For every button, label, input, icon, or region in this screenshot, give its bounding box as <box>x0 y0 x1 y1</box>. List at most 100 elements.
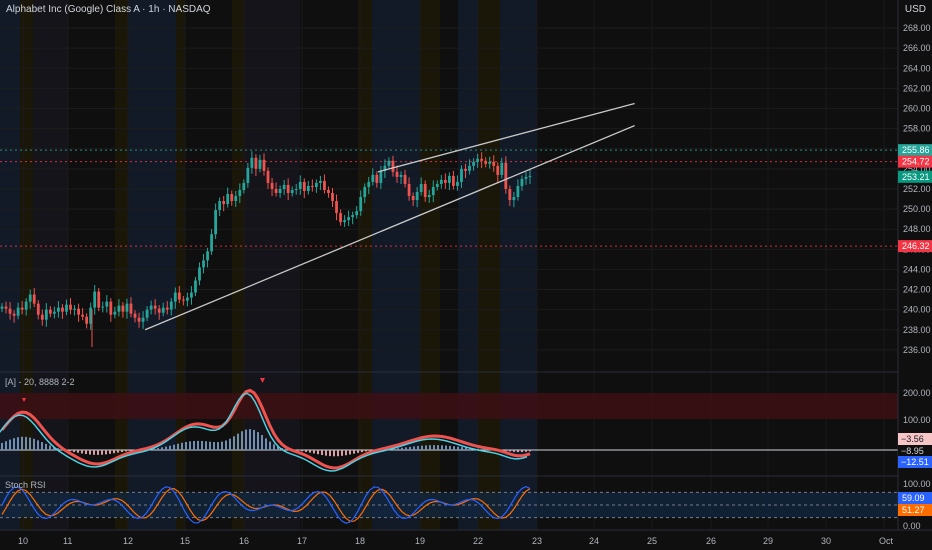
candle-body <box>435 183 439 187</box>
histogram-bar <box>521 450 523 453</box>
candle-body <box>48 309 52 314</box>
histogram-bar <box>509 450 511 452</box>
histogram-bar <box>113 450 115 454</box>
candle-body <box>113 311 117 315</box>
candlesticks <box>0 151 532 347</box>
candle-body <box>439 179 443 184</box>
histogram-bar <box>525 450 527 452</box>
candle-body <box>214 210 218 235</box>
histogram-bar <box>201 440 203 450</box>
histogram-bar <box>305 450 307 452</box>
histogram-bar <box>273 444 275 450</box>
candle-body <box>258 159 262 169</box>
candle-body <box>319 180 322 183</box>
candle-body <box>52 311 56 314</box>
candle-body <box>141 317 145 322</box>
candle-body <box>512 197 516 201</box>
histogram-bar <box>245 429 247 450</box>
candle-body <box>153 305 157 309</box>
time-tick-label: 25 <box>647 536 657 546</box>
stoch-k-line <box>1 486 531 524</box>
histogram-bar <box>317 450 319 455</box>
candle-body <box>411 196 415 201</box>
candle-body <box>173 292 177 302</box>
candle-body <box>186 297 189 301</box>
histogram-bar <box>229 438 231 450</box>
candle-body <box>194 280 197 293</box>
candle-body <box>169 301 173 310</box>
candle-body <box>125 303 129 312</box>
session-band <box>176 0 185 530</box>
time-tick-label: 15 <box>180 536 190 546</box>
candle-body <box>419 183 423 192</box>
indicator-tag-label: −3.56 <box>901 434 924 444</box>
histogram-bar <box>29 437 31 450</box>
candle-body <box>520 178 524 186</box>
candle-body <box>230 194 234 202</box>
candle-body <box>472 161 475 166</box>
candle-body <box>40 314 44 320</box>
candle-body <box>105 301 109 307</box>
histogram-bar <box>417 446 419 450</box>
candle-body <box>12 313 16 316</box>
histogram-bar <box>397 448 399 450</box>
candle-body <box>339 213 342 223</box>
histogram-bar <box>357 450 359 453</box>
candle-body <box>198 267 201 281</box>
histogram-bar <box>121 450 123 452</box>
indicator-tag <box>898 445 932 457</box>
histogram-bar <box>197 440 199 450</box>
stoch-tag-label: 59.09 <box>902 493 925 503</box>
candle-body <box>0 306 4 309</box>
candle-body <box>355 211 359 216</box>
histogram-bar <box>41 442 43 450</box>
histogram-bar <box>461 447 463 450</box>
time-axis: 10 11 12 15 16 17 18 19 22 23 24 25 26 29 30 Oct <box>0 529 932 550</box>
candle-body <box>452 175 455 186</box>
histogram-bar <box>233 436 235 450</box>
histogram-bar <box>257 432 259 450</box>
histogram-bar <box>345 450 347 456</box>
histogram-bar <box>37 440 39 450</box>
histogram-bar <box>413 446 415 450</box>
histogram-bar <box>277 446 279 450</box>
indicator-tag-label: −12.51 <box>901 457 929 467</box>
candle-body <box>306 185 310 191</box>
histogram-bar <box>129 450 131 451</box>
histogram-bar <box>369 450 371 451</box>
candle-body <box>508 188 512 201</box>
histogram-bar <box>73 450 75 452</box>
wedge-trendlines <box>144 102 635 331</box>
histogram-bar <box>25 436 27 450</box>
currency-label[interactable]: USD <box>904 4 926 15</box>
candle-body <box>468 165 471 171</box>
candle-body <box>476 158 480 162</box>
candle-body <box>363 186 367 198</box>
candle-body <box>250 157 254 168</box>
histogram-bar <box>89 450 91 455</box>
candle-body <box>395 171 399 177</box>
candle-body <box>415 191 419 201</box>
histogram-bar <box>341 450 343 456</box>
histogram-bar <box>5 441 7 450</box>
price-tag-label: 255.86 <box>902 145 930 155</box>
histogram-bar <box>253 429 255 450</box>
candle-body <box>121 305 125 312</box>
histogram-bar <box>185 441 187 450</box>
histogram-bar <box>265 438 267 450</box>
histogram-bar <box>81 450 83 454</box>
histogram-bar <box>337 450 339 457</box>
time-tick-label: 24 <box>589 536 599 546</box>
candle-body <box>427 195 431 198</box>
price-tag-label: 253.21 <box>902 172 930 182</box>
candle-body <box>504 162 508 189</box>
indicator-tick-label: 200.00 <box>903 388 931 398</box>
candle-body <box>528 175 532 177</box>
candle-body <box>85 316 89 324</box>
price-tick-label: 252.00 <box>903 184 931 194</box>
price-tag-label: 254.72 <box>902 157 930 167</box>
histogram-bar <box>157 448 159 450</box>
time-tick-label: 19 <box>415 536 425 546</box>
candle-body <box>206 251 209 261</box>
